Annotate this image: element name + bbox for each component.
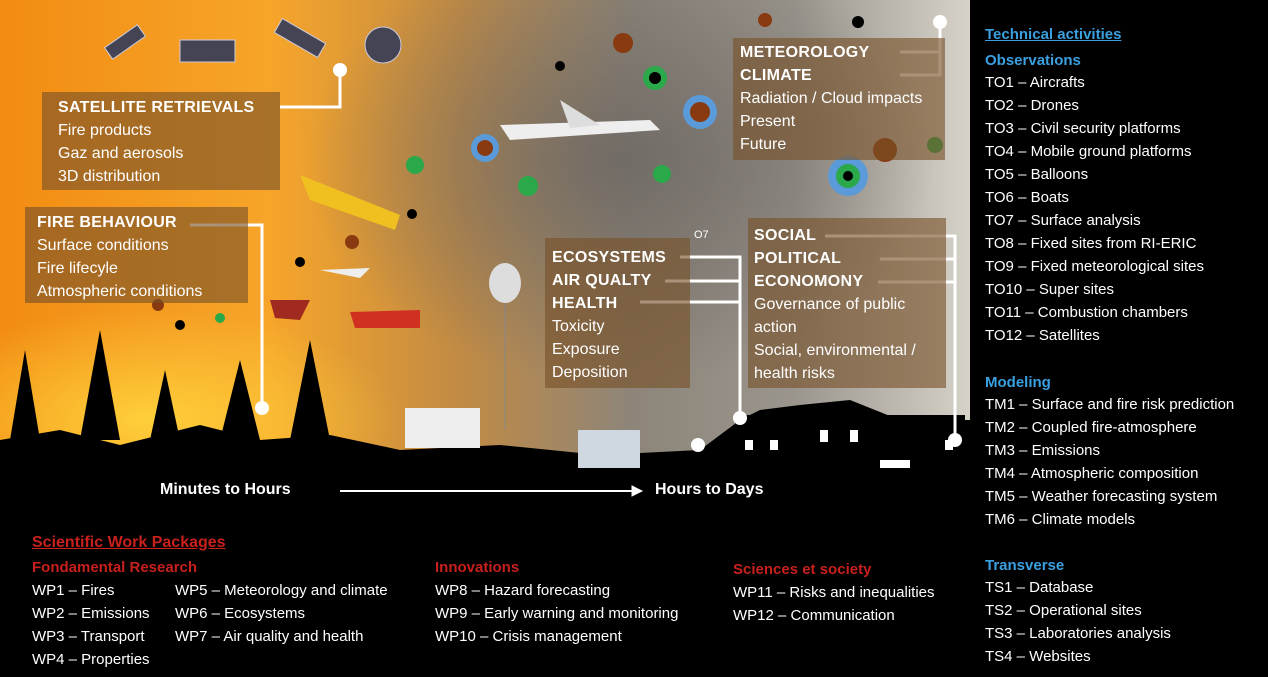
list-item: TO4 – Mobile ground platforms <box>985 140 1204 163</box>
list-item: WP3 – Transport <box>32 625 150 648</box>
list-item: Atmospheric conditions <box>37 280 248 303</box>
list-item: Exposure <box>552 338 690 361</box>
box-title: FIRE BEHAVIOUR <box>37 211 248 234</box>
list-item: AIR QUALTY <box>552 269 690 292</box>
list-item: Surface conditions <box>37 234 248 257</box>
list-item: TS4 – Websites <box>985 645 1171 668</box>
list-item: TO9 – Fixed meteorological sites <box>985 255 1204 278</box>
list-item: TO1 – Aircrafts <box>985 71 1204 94</box>
list-item: TO6 – Boats <box>985 186 1204 209</box>
list-item: WP2 – Emissions <box>32 602 150 625</box>
list-item: TO12 – Satellites <box>985 324 1204 347</box>
list-item: Deposition <box>552 361 690 384</box>
list-item: TO10 – Super sites <box>985 278 1204 301</box>
list-item: SOCIAL <box>754 224 942 247</box>
list-item: TO2 – Drones <box>985 94 1204 117</box>
list-item: ECOSYSTEMS <box>552 246 690 269</box>
box-title: SATELLITE RETRIEVALS <box>58 96 280 119</box>
list-item: METEOROLOGY <box>740 41 945 64</box>
group-title: Transverse <box>985 556 1171 576</box>
list-item: Toxicity <box>552 315 690 338</box>
list-item: Gaz and aerosols <box>58 142 280 165</box>
list-item: TM4 – Atmospheric composition <box>985 462 1234 485</box>
list-item: Fire lifecyle <box>37 257 248 280</box>
list-item: WP8 – Hazard forecasting <box>435 579 678 602</box>
list-item: WP12 – Communication <box>733 604 935 627</box>
list-item: WP1 – Fires <box>32 579 150 602</box>
list-item: TM5 – Weather forecasting system <box>985 485 1234 508</box>
list-item: 3D distribution <box>58 165 280 188</box>
list-item: ECONOMONY <box>754 270 942 293</box>
list-item: Social, environmental / health risks <box>754 339 942 385</box>
list-item: TS3 – Laboratories analysis <box>985 622 1171 645</box>
group-title: Observations <box>985 51 1204 71</box>
list-item: TS2 – Operational sites <box>985 599 1171 622</box>
wp-title: Scientific Work Packages <box>32 534 226 552</box>
list-item: TM1 – Surface and fire risk prediction <box>985 393 1234 416</box>
wp-group-title: Fondamental Research <box>32 559 197 576</box>
list-item: WP9 – Early warning and monitoring <box>435 602 678 625</box>
tag: O7 <box>694 229 709 241</box>
list-item: TO7 – Surface analysis <box>985 209 1204 232</box>
list-item: WP5 – Meteorology and climate <box>175 579 388 602</box>
technical-panel: Technical activities Observations TO1 – … <box>972 0 1268 677</box>
list-item: WP10 – Crisis management <box>435 625 678 648</box>
work-packages: Scientific Work Packages Fondamental Res… <box>0 515 970 677</box>
group-title: Modeling <box>985 373 1234 393</box>
list-item: HEALTH <box>552 292 690 315</box>
list-item: TO5 – Balloons <box>985 163 1204 186</box>
timeline-start: Minutes to Hours <box>160 481 291 499</box>
page: SATELLITE RETRIEVALS Fire productsGaz an… <box>0 0 1268 677</box>
list-item: Governance of public action <box>754 293 942 339</box>
list-item: TM3 – Emissions <box>985 439 1234 462</box>
list-item: TM6 – Climate models <box>985 508 1234 531</box>
list-item: TS1 – Database <box>985 576 1171 599</box>
satellites <box>105 19 401 63</box>
list-item: WP4 – Properties <box>32 648 150 671</box>
list-item: Present <box>740 110 945 133</box>
list-item: Radiation / Cloud impacts <box>740 87 945 110</box>
list-item: TO8 – Fixed sites from RI-ERIC <box>985 232 1204 255</box>
panel-title: Technical activities <box>985 26 1121 43</box>
wp-group-title: Innovations <box>435 559 519 576</box>
list-item: CLIMATE <box>740 64 945 87</box>
list-item: WP7 – Air quality and health <box>175 625 388 648</box>
list-item: Fire products <box>58 119 280 142</box>
list-item: POLITICAL <box>754 247 942 270</box>
list-item: TO11 – Combustion chambers <box>985 301 1204 324</box>
list-item: WP6 – Ecosystems <box>175 602 388 625</box>
list-item: WP11 – Risks and inequalities <box>733 581 935 604</box>
list-item: TM2 – Coupled fire-atmosphere <box>985 416 1234 439</box>
wp-group-title: Sciences et society <box>733 561 871 578</box>
timeline-end: Hours to Days <box>655 481 763 499</box>
list-item: Future <box>740 133 945 156</box>
group: Modeling TM1 – Surface and fire risk pre… <box>985 373 1234 531</box>
list-item: TO3 – Civil security platforms <box>985 117 1204 140</box>
